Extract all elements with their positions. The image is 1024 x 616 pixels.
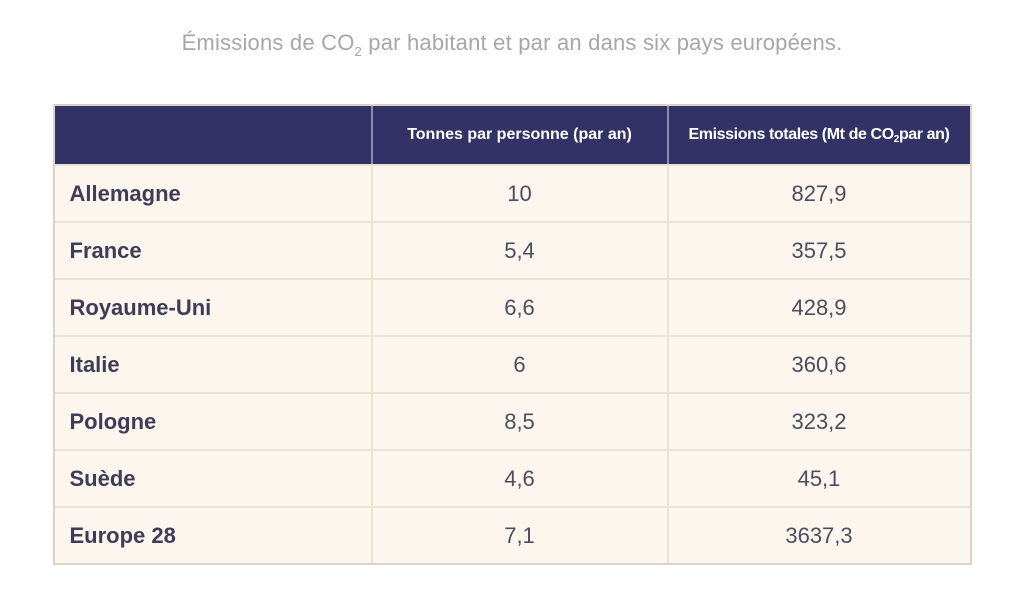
header-total-label-1: Emissions totales (Mt de CO xyxy=(688,126,895,143)
country-cell: Pologne xyxy=(55,394,373,449)
tonnes-cell: 5,4 xyxy=(373,223,669,278)
header-cell-total: Emissions totales (Mt de CO 2 par an) xyxy=(669,106,970,164)
tonnes-cell: 4,6 xyxy=(373,451,669,506)
tonnes-cell: 6,6 xyxy=(373,280,669,335)
title-text-2: par habitant et par an dans six pays eur… xyxy=(361,30,843,55)
header-tonnes-label: Tonnes par personne (par an) xyxy=(407,126,632,143)
title-co2-subscript: 2 xyxy=(354,44,362,59)
total-cell: 3637,3 xyxy=(785,522,853,548)
table-row-pologne: Pologne 8,5 323,2 xyxy=(54,392,970,449)
country-cell: Italie xyxy=(55,337,373,392)
table-row-europe-28: Europe 28 7,1 3637,3 xyxy=(54,506,970,563)
total-cell: 360,6 xyxy=(791,351,847,377)
table-row-italie: Italie 6 360,6 xyxy=(54,335,970,392)
table-header-row: Tonnes par personne (par an) Emissions t… xyxy=(54,106,970,164)
tonnes-cell: 6 xyxy=(373,337,669,392)
country-cell: Allemagne xyxy=(55,166,373,221)
total-cell: 428,9 xyxy=(791,294,847,320)
emissions-table: Tonnes par personne (par an) Emissions t… xyxy=(52,104,972,565)
header-co2-subscript: 2 xyxy=(893,133,900,145)
table-row-allemagne: Allemagne 10 827,9 xyxy=(54,164,970,221)
page-title: Émissions de CO2 par habitant et par an … xyxy=(0,30,1024,59)
country-cell: Royaume-Uni xyxy=(55,280,373,335)
page: Émissions de CO2 par habitant et par an … xyxy=(0,30,1024,616)
country-cell: Suède xyxy=(55,451,373,506)
table-row-suede: Suède 4,6 45,1 xyxy=(54,449,970,506)
header-cell-country xyxy=(55,106,373,164)
total-cell: 323,2 xyxy=(791,408,847,434)
tonnes-cell: 7,1 xyxy=(373,508,669,563)
table-row-france: France 5,4 357,5 xyxy=(54,221,970,278)
country-cell: Europe 28 xyxy=(55,508,373,563)
total-cell: 827,9 xyxy=(791,180,847,206)
total-cell: 357,5 xyxy=(791,237,847,263)
table-row-royaume-uni: Royaume-Uni 6,6 428,9 xyxy=(54,278,970,335)
tonnes-cell: 10 xyxy=(373,166,669,221)
tonnes-cell: 8,5 xyxy=(373,394,669,449)
title-text-1: Émissions de CO xyxy=(181,30,355,55)
header-cell-tonnes: Tonnes par personne (par an) xyxy=(373,106,669,164)
header-total-label-2: par an) xyxy=(898,126,950,143)
total-cell: 45,1 xyxy=(797,465,841,491)
country-cell: France xyxy=(55,223,373,278)
